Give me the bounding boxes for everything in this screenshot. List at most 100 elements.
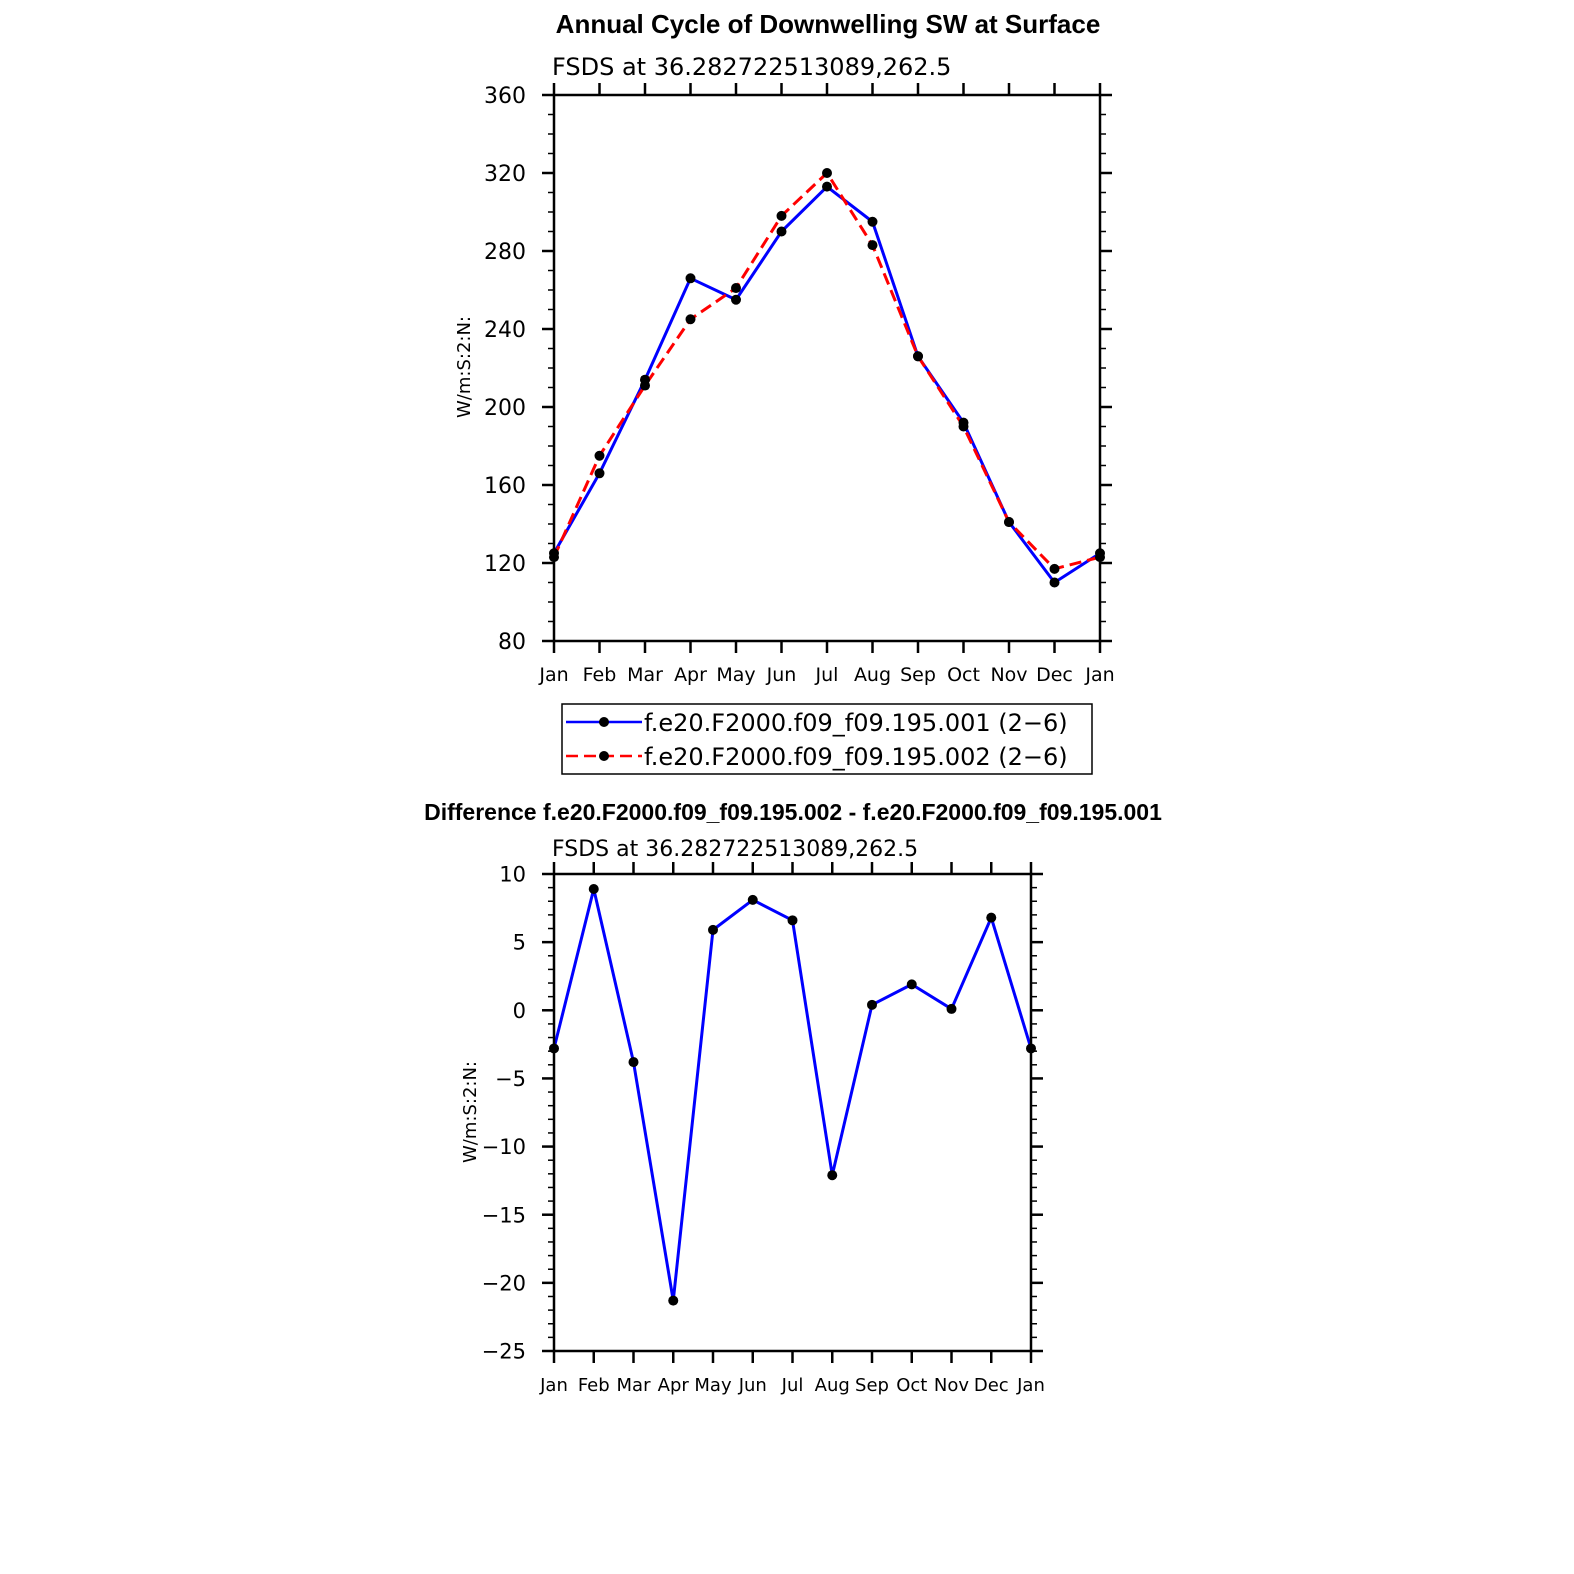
x-tick-label: Jan <box>539 1375 568 1396</box>
data-point-series-2 <box>1049 563 1060 574</box>
y-tick-label: 10 <box>499 863 526 887</box>
x-tick-labels: Jan Feb Mar Apr May Jun Jul Aug Sep Oct Nov Dec Jan <box>538 664 1114 686</box>
y-tick-label: 80 <box>498 630 526 655</box>
y-axis-label: W/m:S:2:N: <box>460 1061 481 1163</box>
y-tick-label: −10 <box>482 1135 526 1159</box>
data-lines <box>552 171 1101 584</box>
difference-chart: Difference f.e20.F2000.f09_f09.195.002 -… <box>424 799 1162 1396</box>
x-tick-label: Feb <box>578 1375 610 1396</box>
x-tick-label: Jul <box>781 1375 804 1396</box>
data-point-series-1 <box>867 216 878 227</box>
chart-title: Difference f.e20.F2000.f09_f09.195.002 -… <box>424 799 1162 825</box>
y-tick-labels: 80 120 160 200 240 280 320 360 <box>484 84 526 655</box>
y-tick-labels: −25 −20 −15 −10 −5 0 5 10 <box>482 863 526 1364</box>
y-tick-label: 240 <box>484 318 526 343</box>
data-point-series-2 <box>594 450 605 461</box>
y-tick-label: 280 <box>484 240 526 265</box>
data-point-series-2 <box>958 421 969 432</box>
plot-frame <box>552 93 1102 643</box>
x-tick-label: Jun <box>766 664 797 686</box>
annual-cycle-chart: Annual Cycle of Downwelling SW at Surfac… <box>454 9 1115 775</box>
chart-subtitle: FSDS at 36.282722513089,262.5 <box>552 837 918 862</box>
legend-marker-series-1 <box>599 717 609 727</box>
y-tick-label: 5 <box>513 931 526 955</box>
data-point-series-2 <box>867 240 878 251</box>
legend-marker-series-2 <box>599 751 609 761</box>
legend-box <box>561 703 1093 775</box>
x-tick-label: Oct <box>947 664 980 686</box>
y-tick-label: −5 <box>495 1067 526 1091</box>
x-tick-label: Nov <box>934 1375 969 1396</box>
data-point-series-1 <box>986 912 997 923</box>
plot-frame <box>552 872 1033 1353</box>
y-tick-label: 320 <box>484 162 526 187</box>
data-point-series-2 <box>731 283 741 294</box>
y-tick-label: 360 <box>484 84 526 109</box>
data-point-series-2 <box>685 314 696 325</box>
data-point-series-2 <box>822 168 832 178</box>
data-point-series-1 <box>668 1295 679 1306</box>
data-point-series-1 <box>787 915 798 926</box>
x-tick-label: Jan <box>538 664 568 686</box>
y-tick-label: −25 <box>482 1340 526 1364</box>
x-tick-label: Mar <box>627 664 663 686</box>
x-tick-label: Oct <box>896 1375 927 1396</box>
x-tick-label: Nov <box>990 664 1027 686</box>
data-point-series-1 <box>946 1003 957 1014</box>
legend-label-series-2: f.e20.F2000.f09_f09.195.002 (2−6) <box>644 743 1068 771</box>
x-tick-label: Aug <box>854 664 891 686</box>
data-point-series-1 <box>747 894 758 905</box>
axis-ticks <box>542 862 1043 1363</box>
data-point-series-1 <box>708 924 718 935</box>
data-point-series-1 <box>906 979 917 990</box>
data-point-series-1 <box>594 468 605 479</box>
data-point-series-1 <box>588 883 599 894</box>
data-point-series-2 <box>1004 517 1014 528</box>
x-tick-label: Aug <box>815 1375 850 1396</box>
data-point-series-1 <box>1049 577 1060 588</box>
data-points <box>549 168 1105 588</box>
x-tick-label: Apr <box>674 664 707 686</box>
x-tick-label: Mar <box>617 1375 652 1396</box>
series-line-1 <box>552 887 1033 1303</box>
series-line-2 <box>552 171 1101 571</box>
series-line-1 <box>552 185 1101 584</box>
y-tick-label: 160 <box>484 474 526 499</box>
x-tick-label: May <box>694 1375 732 1396</box>
chart-title: Annual Cycle of Downwelling SW at Surfac… <box>556 9 1101 39</box>
data-point-series-2 <box>640 380 650 391</box>
x-tick-labels: Jan Feb Mar Apr May Jun Jul Aug Sep Oct Nov Dec Jan <box>539 1375 1045 1396</box>
data-point-series-1 <box>685 273 696 284</box>
x-tick-label: Feb <box>583 664 617 686</box>
data-point-series-1 <box>628 1057 639 1068</box>
x-tick-label: Dec <box>974 1375 1009 1396</box>
x-tick-label: Jul <box>815 664 839 686</box>
y-tick-label: 0 <box>513 999 526 1023</box>
data-point-series-1 <box>867 999 877 1010</box>
data-point-series-1 <box>731 294 741 305</box>
y-axis-label: W/m:S:2:N: <box>454 316 475 418</box>
data-point-series-2 <box>776 210 787 221</box>
x-tick-label: Apr <box>658 1375 690 1396</box>
x-tick-label: May <box>716 664 755 686</box>
chart-subtitle: FSDS at 36.282722513089,262.5 <box>552 53 951 81</box>
x-tick-label: Jan <box>1084 664 1114 686</box>
y-tick-label: 200 <box>484 396 526 421</box>
data-point-series-1 <box>827 1170 838 1181</box>
legend: f.e20.F2000.f09_f09.195.001 (2−6) f.e20.… <box>561 703 1093 775</box>
data-point-series-1 <box>822 181 832 192</box>
data-point-series-1 <box>776 226 787 237</box>
y-tick-label: −15 <box>482 1203 526 1227</box>
x-tick-label: Sep <box>855 1375 889 1396</box>
y-tick-label: −20 <box>482 1271 526 1295</box>
data-points <box>549 883 1036 1306</box>
legend-label-series-1: f.e20.F2000.f09_f09.195.001 (2−6) <box>644 709 1068 737</box>
y-tick-label: 120 <box>484 552 526 577</box>
x-tick-label: Jun <box>738 1375 767 1396</box>
x-tick-label: Dec <box>1036 664 1073 686</box>
data-lines <box>552 887 1033 1303</box>
x-tick-label: Sep <box>900 664 936 686</box>
x-tick-label: Jan <box>1016 1375 1045 1396</box>
data-point-series-2 <box>913 351 923 362</box>
